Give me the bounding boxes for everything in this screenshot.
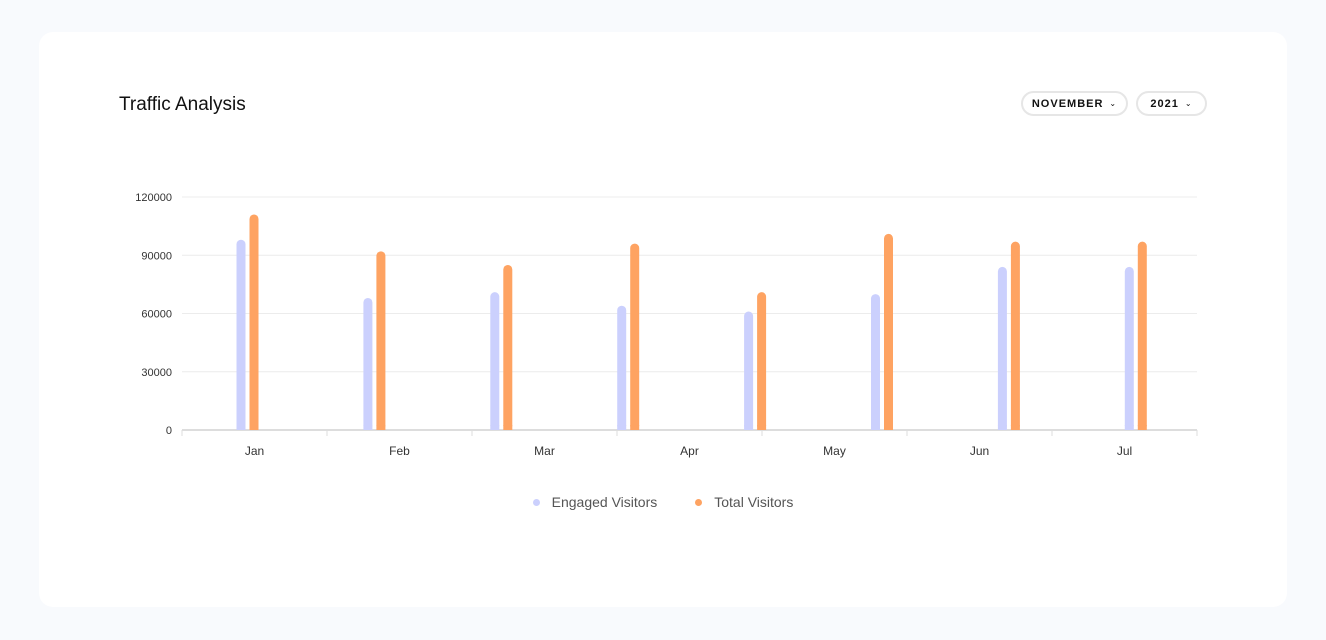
y-tick-label: 30000 bbox=[141, 367, 172, 379]
bar-base bbox=[1010, 425, 1020, 430]
x-tick-label: Jan bbox=[245, 444, 264, 458]
year-select[interactable]: 2021 ⌄ bbox=[1136, 91, 1207, 116]
bar-base bbox=[884, 425, 893, 430]
bar-base bbox=[744, 425, 754, 430]
bar-base bbox=[236, 425, 246, 430]
bar-base bbox=[363, 425, 373, 430]
x-tick-label: May bbox=[823, 444, 846, 458]
bar-engaged[interactable] bbox=[871, 294, 880, 430]
bar-total[interactable] bbox=[630, 243, 640, 430]
bar-total[interactable] bbox=[1010, 241, 1020, 430]
legend-engaged[interactable]: Engaged Visitors bbox=[532, 494, 658, 510]
x-tick-label: Jun bbox=[970, 444, 989, 458]
bar-base bbox=[503, 425, 513, 430]
bar-base bbox=[997, 425, 1007, 430]
legend-label: Total Visitors bbox=[714, 494, 794, 510]
bar-base bbox=[376, 425, 386, 430]
y-tick-label: 90000 bbox=[141, 250, 172, 262]
bar-base bbox=[490, 425, 500, 430]
chevron-down-icon: ⌄ bbox=[1184, 99, 1193, 108]
month-value: NOVEMBER bbox=[1031, 97, 1104, 110]
bar-base bbox=[871, 425, 880, 430]
bar-total[interactable] bbox=[884, 233, 893, 430]
bar-engaged[interactable] bbox=[236, 239, 246, 430]
bar-base bbox=[757, 425, 767, 430]
y-tick-label: 120000 bbox=[135, 192, 172, 204]
x-tick-label: Jul bbox=[1117, 444, 1132, 458]
bar-total[interactable] bbox=[376, 251, 386, 430]
x-tick-label: Feb bbox=[389, 444, 410, 458]
legend-label: Engaged Visitors bbox=[551, 494, 658, 510]
bar-total[interactable] bbox=[1137, 241, 1147, 430]
bar-engaged[interactable] bbox=[997, 266, 1007, 430]
bar-engaged[interactable] bbox=[490, 292, 500, 430]
card-title: Traffic Analysis bbox=[119, 94, 246, 115]
bar-engaged[interactable] bbox=[363, 297, 373, 430]
legend: Engaged Visitors Total Visitors bbox=[0, 494, 1326, 510]
bar-base bbox=[249, 425, 259, 430]
y-tick-label: 60000 bbox=[141, 309, 172, 321]
y-tick-label: 0 bbox=[166, 425, 172, 437]
month-select[interactable]: NOVEMBER ⌄ bbox=[1021, 91, 1128, 116]
legend-dot bbox=[532, 498, 540, 506]
bar-total[interactable] bbox=[249, 214, 259, 430]
legend-total[interactable]: Total Visitors bbox=[695, 494, 793, 510]
year-value: 2021 bbox=[1150, 97, 1179, 110]
bar-base bbox=[617, 425, 627, 430]
bar-engaged[interactable] bbox=[617, 305, 627, 430]
legend-dot bbox=[695, 498, 703, 506]
traffic-card: Traffic Analysis NOVEMBER ⌄ 2021 ⌄ bbox=[39, 32, 1287, 607]
x-tick-label: Mar bbox=[534, 444, 555, 458]
bar-total[interactable] bbox=[757, 292, 767, 430]
bar-base bbox=[1137, 425, 1147, 430]
chevron-down-icon: ⌄ bbox=[1109, 99, 1118, 108]
bar-base bbox=[630, 425, 640, 430]
bar-engaged[interactable] bbox=[744, 311, 754, 430]
x-tick-label: Apr bbox=[680, 444, 699, 458]
bar-total[interactable] bbox=[503, 264, 513, 430]
bar-base bbox=[1124, 425, 1134, 430]
bar-engaged[interactable] bbox=[1124, 266, 1134, 430]
